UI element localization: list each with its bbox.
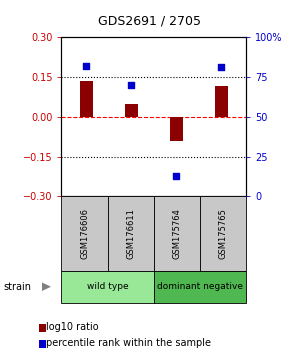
Point: [129, 82, 134, 88]
Point: [174, 173, 179, 178]
Bar: [214, 86, 228, 117]
Bar: [124, 103, 138, 117]
Text: wild type: wild type: [87, 282, 128, 291]
Text: GSM175765: GSM175765: [218, 208, 227, 259]
Text: strain: strain: [3, 282, 31, 292]
Text: GSM175764: GSM175764: [172, 208, 181, 259]
Point: [219, 64, 224, 70]
Bar: [80, 81, 93, 117]
Text: GSM176606: GSM176606: [80, 208, 89, 259]
Bar: [169, 117, 183, 141]
Text: dominant negative: dominant negative: [157, 282, 243, 291]
Point: [84, 63, 89, 69]
Text: percentile rank within the sample: percentile rank within the sample: [46, 338, 211, 348]
Text: GSM176611: GSM176611: [126, 208, 135, 259]
Text: log10 ratio: log10 ratio: [46, 322, 99, 332]
Text: GDS2691 / 2705: GDS2691 / 2705: [98, 14, 202, 27]
